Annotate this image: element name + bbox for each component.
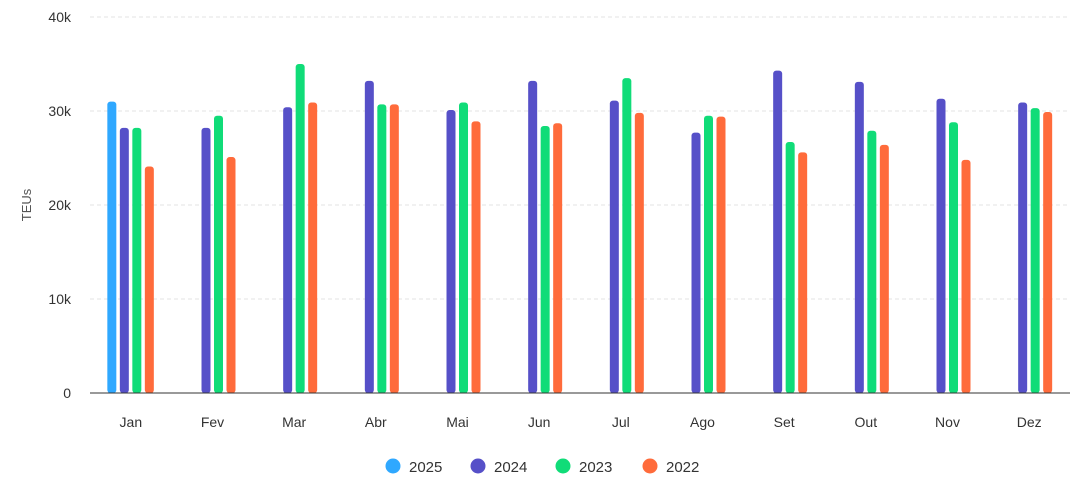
bar-2022-Out[interactable] — [879, 144, 889, 393]
legend-item-2024[interactable]: 2024 — [470, 458, 528, 477]
bar-2022-Set[interactable] — [798, 152, 808, 393]
x-tick-label: Mai — [446, 414, 469, 430]
legend-item-2025[interactable]: 2025 — [385, 458, 443, 477]
y-axis-label: TEUs — [19, 188, 34, 221]
bar-2023-Set[interactable] — [785, 142, 795, 393]
legend-marker — [555, 458, 571, 474]
bar-2024-Out[interactable] — [854, 81, 864, 394]
x-tick-label: Jul — [612, 414, 630, 430]
y-tick-label: 40k — [48, 9, 72, 25]
x-tick-label: Ago — [690, 414, 715, 430]
bar-2025-Jan[interactable] — [107, 101, 117, 393]
x-tick-label: Mar — [282, 414, 306, 430]
legend-marker — [385, 458, 401, 474]
bar-2024-Nov[interactable] — [936, 98, 946, 393]
bar-2023-Out[interactable] — [867, 130, 877, 394]
y-tick-label: 10k — [48, 291, 72, 307]
legend-label: 2022 — [666, 459, 699, 476]
bar-2022-Mar[interactable] — [308, 102, 318, 393]
x-tick-label: Dez — [1017, 414, 1042, 430]
legend-label: 2025 — [409, 459, 442, 476]
bar-2023-Mar[interactable] — [295, 64, 305, 393]
bar-2024-Dez[interactable] — [1018, 102, 1028, 393]
x-tick-label: Abr — [365, 414, 387, 430]
x-tick-label: Nov — [935, 414, 960, 430]
x-tick-label: Jan — [120, 414, 143, 430]
bar-2024-Mai[interactable] — [446, 110, 456, 393]
bar-2024-Abr[interactable] — [364, 80, 374, 394]
bar-2022-Nov[interactable] — [961, 159, 971, 393]
bar-2023-Fev[interactable] — [214, 115, 223, 393]
legend-marker — [642, 458, 658, 474]
bar-2022-Fev[interactable] — [226, 157, 236, 393]
bar-2024-Fev[interactable] — [201, 127, 211, 394]
bar-2022-Dez[interactable] — [1043, 111, 1053, 393]
x-tick-label: Set — [774, 414, 795, 430]
bar-2024-Ago[interactable] — [691, 132, 701, 393]
legend-item-2022[interactable]: 2022 — [642, 458, 700, 477]
bar-2022-Jun[interactable] — [553, 123, 563, 393]
x-tick-label: Out — [855, 414, 878, 430]
legend-label: 2024 — [494, 459, 527, 476]
legend-item-2023[interactable]: 2023 — [555, 458, 613, 477]
bar-2024-Jan[interactable] — [119, 127, 129, 394]
bar-2022-Jan[interactable] — [144, 166, 154, 393]
bar-2023-Dez[interactable] — [1030, 108, 1040, 394]
bar-2023-Ago[interactable] — [704, 115, 713, 393]
bar-2024-Jul[interactable] — [609, 100, 619, 393]
y-tick-label: 20k — [48, 197, 72, 213]
bar-2023-Jul[interactable] — [622, 78, 632, 393]
x-tick-label: Jun — [528, 414, 551, 430]
bar-2023-Abr[interactable] — [377, 104, 387, 394]
bar-2023-Nov[interactable] — [949, 122, 958, 393]
y-tick-label: 0 — [63, 385, 71, 401]
bar-2023-Jun[interactable] — [540, 126, 550, 393]
bar-2022-Jul[interactable] — [634, 112, 644, 393]
bar-2024-Mar[interactable] — [283, 107, 293, 394]
bar-2022-Abr[interactable] — [389, 104, 399, 394]
bar-2024-Jun[interactable] — [528, 80, 538, 394]
bar-2024-Set[interactable] — [773, 70, 783, 393]
bar-2022-Mai[interactable] — [471, 121, 481, 393]
bar-2023-Jan[interactable] — [132, 127, 142, 394]
bar-2023-Mai[interactable] — [459, 102, 468, 393]
x-tick-label: Fev — [201, 414, 224, 430]
legend-label: 2023 — [579, 459, 612, 476]
bar-2022-Ago[interactable] — [716, 116, 726, 393]
legend-marker — [470, 458, 486, 474]
y-tick-label: 30k — [48, 103, 72, 119]
